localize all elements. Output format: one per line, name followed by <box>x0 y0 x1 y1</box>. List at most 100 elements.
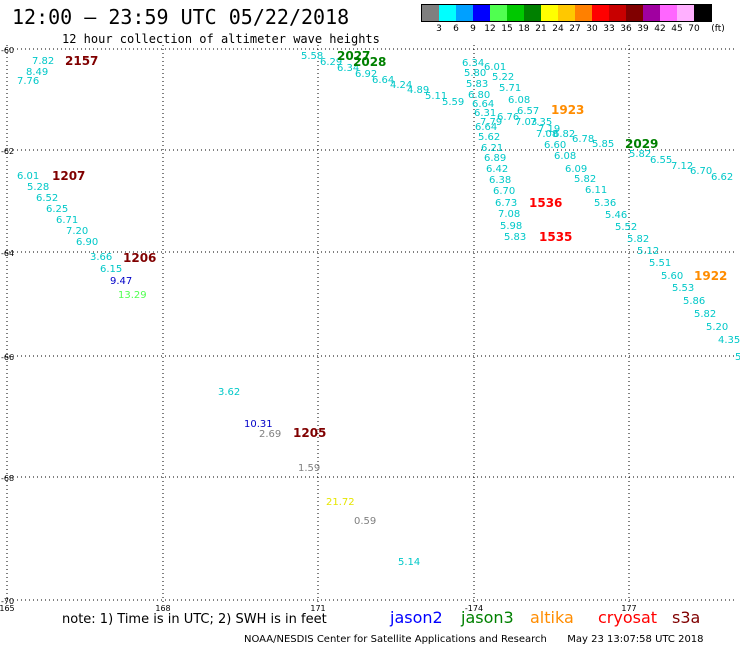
legend-jason2: jason2 <box>390 608 443 627</box>
wave-height-value: 7.20 <box>66 226 88 237</box>
wave-height-value: 5.71 <box>499 83 521 94</box>
scale-tick-label: 70 <box>688 24 700 34</box>
wave-height-value: 6.08 <box>554 151 576 162</box>
pass-time-label: 2028 <box>353 55 386 69</box>
latitude-label: -70 <box>1 597 14 606</box>
legend-jason3: jason3 <box>461 608 514 627</box>
pass-time-label: 1535 <box>539 230 572 244</box>
latitude-label: -66 <box>1 353 14 362</box>
scale-swatch <box>422 5 439 21</box>
wave-height-value: 21.72 <box>326 497 355 508</box>
wave-height-value: 6.34 <box>337 63 359 74</box>
wave-height-value: 6.34 <box>462 58 484 69</box>
scale-swatch <box>694 5 711 21</box>
wave-height-value: 7.76 <box>17 76 39 87</box>
wave-height-value: 1.59 <box>298 463 320 474</box>
pass-time-label: 1206 <box>123 251 156 265</box>
wave-height-value: 6.08 <box>508 95 530 106</box>
wave-height-value: 5.22 <box>492 72 514 83</box>
wave-height-value: 5.51 <box>649 258 671 269</box>
wave-height-value: 6.62 <box>711 172 733 183</box>
wave-height-value: 5.83 <box>504 232 526 243</box>
scale-swatch <box>541 5 558 21</box>
wave-height-value: 6.64 <box>372 75 394 86</box>
wave-height-value: 5.20 <box>706 322 728 333</box>
wave-height-value: 5.82 <box>574 174 596 185</box>
pass-time-label: 1923 <box>551 103 584 117</box>
wave-height-value: 5.52 <box>615 222 637 233</box>
scale-swatch <box>643 5 660 21</box>
wave-height-value: 6.92 <box>355 69 377 80</box>
scale-swatch <box>507 5 524 21</box>
wave-height-value: 5 <box>735 352 740 363</box>
longitude-label: -174 <box>465 604 483 613</box>
wave-height-value: 6.21 <box>481 143 503 154</box>
legend-s3a: s3a <box>672 608 701 627</box>
wave-height-value: 3.66 <box>90 252 112 263</box>
wave-height-value: 5.60 <box>661 271 683 282</box>
color-scale: 3 6 9 12 15 18 21 24 27 30 33 36 39 42 45 70 (ft) <box>421 4 725 36</box>
scale-tick-label: 18 <box>518 24 530 34</box>
wave-height-value: 2.69 <box>259 429 281 440</box>
pass-time-label: 2027 <box>337 49 370 63</box>
map-grid <box>5 45 735 602</box>
wave-height-value: 5.82 <box>629 149 651 160</box>
scale-swatch <box>439 5 456 21</box>
scale-tick-label: 39 <box>637 24 649 34</box>
wave-height-value: 6.80 <box>468 90 490 101</box>
wave-height-value: 6.89 <box>484 153 506 164</box>
scale-swatch <box>609 5 626 21</box>
longitude-label: 177 <box>621 604 636 613</box>
wave-height-observations: 7.828.497.766.015.286.526.256.717.206.90… <box>17 51 740 568</box>
credit-text: NOAA/NESDIS Center for Satellite Applica… <box>244 634 547 645</box>
wave-height-value: 6.55 <box>650 155 672 166</box>
pass-time-label: 1205 <box>293 426 326 440</box>
wave-height-value: 4.24 <box>390 80 412 91</box>
wave-height-value: 6.90 <box>76 237 98 248</box>
scale-swatch <box>456 5 473 21</box>
wave-height-value: 5.82 <box>694 309 716 320</box>
page-title: 12:00 – 23:59 UTC 05/22/2018 <box>12 5 350 29</box>
wave-height-value: 5.14 <box>398 557 420 568</box>
wave-height-value: 6.78 <box>572 134 594 145</box>
wave-height-value: 13.29 <box>118 290 147 301</box>
wave-height-value: 5.80 <box>464 68 486 79</box>
map-axis-labels: 165 168 171 -174 177 -60 -62 -64 -66 -68 -70 <box>0 46 637 613</box>
wave-height-value: 5.28 <box>27 182 49 193</box>
scale-swatch <box>626 5 643 21</box>
wave-height-value: 7.03 <box>515 117 537 128</box>
pass-time-label: 2029 <box>625 137 658 151</box>
wave-height-value: 7.82 <box>32 56 54 67</box>
legend-altika: altika <box>530 608 574 627</box>
wave-height-value: 7.35 <box>530 117 552 128</box>
scale-tick-label: 42 <box>654 24 666 34</box>
wave-height-value: 6.60 <box>544 140 566 151</box>
wave-height-value: 5.83 <box>466 79 488 90</box>
pass-time-label: 2157 <box>65 54 98 68</box>
wave-height-value: 6.71 <box>56 215 78 226</box>
latitude-label: -68 <box>1 474 14 483</box>
wave-height-value: 5.98 <box>500 221 522 232</box>
wave-height-value: 3.62 <box>218 387 240 398</box>
scale-tick-label: 45 <box>671 24 683 34</box>
scale-tick-label: 21 <box>535 24 547 34</box>
scale-unit: (ft) <box>711 24 725 34</box>
color-scale-boxes <box>421 4 712 22</box>
wave-height-value: 0.59 <box>354 516 376 527</box>
wave-height-value: 6.38 <box>489 175 511 186</box>
wave-height-value: 6.76 <box>497 112 519 123</box>
longitude-label: 168 <box>155 604 170 613</box>
wave-height-value: 5.85 <box>592 139 614 150</box>
scale-tick-label: 36 <box>620 24 632 34</box>
wave-height-value: 4.35 <box>718 335 740 346</box>
wave-height-value: 5.86 <box>683 296 705 307</box>
pass-time-label: 1536 <box>529 196 562 210</box>
wave-height-value: 9.47 <box>110 276 132 287</box>
wave-height-value: 6.70 <box>493 186 515 197</box>
units-note: note: 1) Time is in UTC; 2) SWH is in fe… <box>62 612 327 627</box>
scale-swatch <box>592 5 609 21</box>
wave-height-value: 4.89 <box>407 85 429 96</box>
wave-height-value: 5.62 <box>478 132 500 143</box>
wave-height-value: 10.31 <box>244 419 273 430</box>
